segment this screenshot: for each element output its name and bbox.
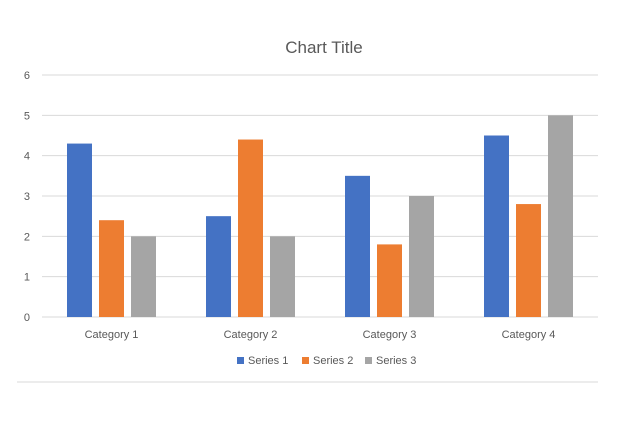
bar-series-3-category-4 <box>548 115 573 317</box>
category-label: Category 3 <box>363 329 417 341</box>
legend-swatch <box>237 357 244 364</box>
category-labels: Category 1 Category 2 Category 3 Category 4 <box>85 329 556 341</box>
chart-title: Chart Title <box>285 38 362 57</box>
legend-swatch <box>302 357 309 364</box>
y-tick-label: 4 <box>24 151 30 163</box>
category-label: Category 1 <box>85 329 139 341</box>
bars <box>67 115 573 317</box>
category-label: Category 4 <box>502 329 556 341</box>
gridlines <box>42 74 598 318</box>
y-axis-ticks: 0 1 2 3 4 5 6 <box>24 70 30 324</box>
bar-series-2-category-3 <box>377 244 402 317</box>
y-tick-label: 5 <box>24 110 30 122</box>
legend-label: Series 1 <box>248 355 288 367</box>
bar-series-1-category-4 <box>484 135 509 317</box>
category-label: Category 2 <box>224 329 278 341</box>
legend: Series 1 Series 2 Series 3 <box>237 355 416 367</box>
bar-series-1-category-2 <box>206 216 231 317</box>
bar-series-2-category-2 <box>238 139 263 317</box>
bar-series-1-category-1 <box>67 143 92 317</box>
bar-series-3-category-3 <box>409 196 434 317</box>
bar-series-3-category-1 <box>131 236 156 317</box>
bar-series-1-category-3 <box>345 175 370 317</box>
legend-label: Series 3 <box>376 355 416 367</box>
bar-series-3-category-2 <box>270 236 295 317</box>
y-tick-label: 2 <box>24 231 30 243</box>
y-tick-label: 6 <box>24 70 30 82</box>
y-tick-label: 1 <box>24 272 30 284</box>
bar-series-2-category-1 <box>99 220 124 317</box>
y-tick-label: 3 <box>24 191 30 203</box>
bar-series-2-category-4 <box>516 204 541 317</box>
legend-label: Series 2 <box>313 355 353 367</box>
y-tick-label: 0 <box>24 312 30 324</box>
legend-swatch <box>365 357 372 364</box>
